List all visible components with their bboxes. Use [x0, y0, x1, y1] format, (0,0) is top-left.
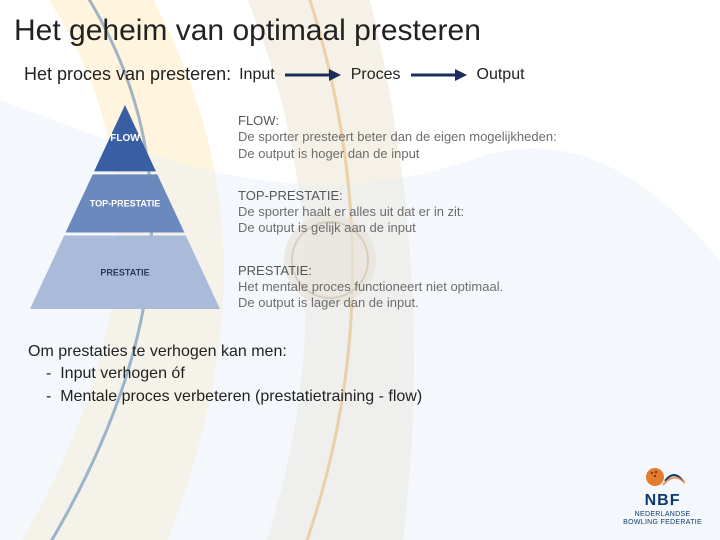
- svg-text:PRESTATIE: PRESTATIE: [100, 267, 149, 277]
- pyramid-diagram: FLOW TOP-PRESTATIE PRESTATIE: [30, 105, 220, 315]
- svg-text:FLOW: FLOW: [110, 133, 140, 144]
- desc-line: Het mentale proces functioneert niet opt…: [238, 279, 557, 295]
- logo-line1: NEDERLANDSE: [623, 511, 702, 518]
- desc-title: PRESTATIE:: [238, 263, 557, 279]
- bullet-item: - Input verhogen óf: [28, 363, 706, 385]
- desc-title: FLOW:: [238, 113, 557, 129]
- nbf-logo: NBF NEDERLANDSE BOWLING FEDERATIE: [623, 459, 702, 526]
- page-title: Het geheim van optimaal presteren: [0, 0, 720, 54]
- logo-line2: BOWLING FEDERATIE: [623, 519, 702, 526]
- step-process: Proces: [351, 66, 401, 84]
- desc-title: TOP-PRESTATIE:: [238, 188, 557, 204]
- desc-line: De output is gelijk aan de input: [238, 220, 557, 236]
- step-input: Input: [239, 66, 275, 84]
- arrow-icon: [283, 68, 343, 82]
- desc-line: De sporter presteert beter dan de eigen …: [238, 129, 557, 145]
- process-lead: Het proces van presteren:: [24, 64, 231, 85]
- step-output: Output: [477, 66, 525, 84]
- desc-flow: FLOW: De sporter presteert beter dan de …: [238, 113, 557, 162]
- desc-line: De output is lager dan de input.: [238, 295, 557, 311]
- bowling-icon: [641, 459, 685, 487]
- svg-text:TOP-PRESTATIE: TOP-PRESTATIE: [90, 198, 161, 208]
- desc-prestatie: PRESTATIE: Het mentale proces functionee…: [238, 263, 557, 312]
- tier-descriptions: FLOW: De sporter presteert beter dan de …: [238, 105, 557, 315]
- bullet-item: - Mentale proces verbeteren (prestatietr…: [28, 386, 706, 408]
- desc-line: De output is hoger dan de input: [238, 146, 557, 162]
- process-flow-row: Het proces van presteren: Input Proces O…: [0, 54, 720, 93]
- arrow-icon: [409, 68, 469, 82]
- bottom-text: Om prestaties te verhogen kan men: - Inp…: [0, 315, 720, 408]
- desc-line: De sporter haalt er alles uit dat er in …: [238, 204, 557, 220]
- logo-abbr: NBF: [623, 492, 702, 510]
- desc-top-prestatie: TOP-PRESTATIE: De sporter haalt er alles…: [238, 188, 557, 237]
- bottom-intro: Om prestaties te verhogen kan men:: [28, 341, 706, 363]
